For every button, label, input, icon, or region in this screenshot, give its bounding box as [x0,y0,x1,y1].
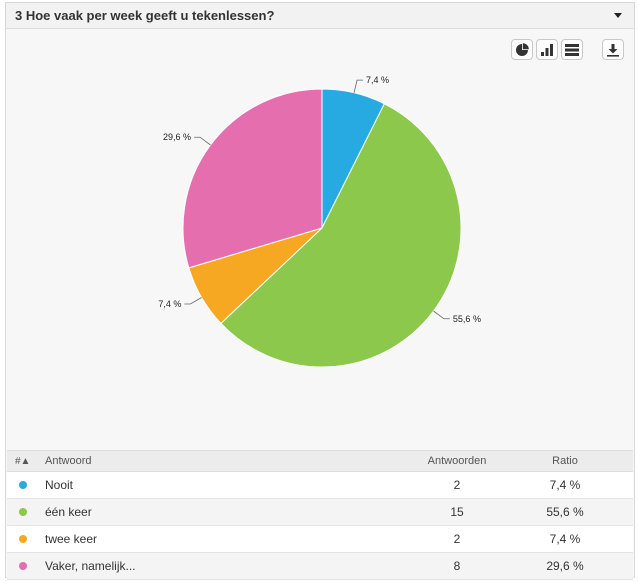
answer-count: 8 [453,559,461,573]
answer-count: 15 [450,505,464,519]
legend-dot-icon [19,481,27,489]
ratio-column-header[interactable]: Ratio [552,455,578,467]
bar-chart-button[interactable] [536,39,558,60]
answer-ratio: 29,6 % [546,559,584,573]
answer-label: Nooit [45,478,74,492]
table-view-button[interactable] [561,39,583,60]
answer-label: twee keer [45,532,98,546]
question-header[interactable]: 3 Hoe vaak per week geeft u tekenlessen? [6,3,634,29]
answer-label: één keer [45,505,92,519]
data-label: 55,6 % [453,314,481,324]
label-connector [353,79,364,93]
data-label: 7,4 % [158,299,181,309]
download-button[interactable] [602,39,624,60]
answer-label: Vaker, namelijk... [45,559,136,573]
answer-column-header[interactable]: Antwoord [45,455,92,467]
table-row[interactable]: Nooit 2 7,4 % [7,472,633,499]
label-connector [184,297,202,305]
pie-slice[interactable] [182,88,323,269]
sort-column-header[interactable]: #▲ [15,455,31,467]
table-view-icon [565,43,579,56]
answer-ratio: 7,4 % [549,478,581,492]
legend-dot-icon [19,562,27,570]
bar-chart-icon [541,43,553,56]
pie-chart: 7,4 % 55,6 % 7,4 % 29,6 % [158,75,481,368]
answer-ratio: 7,4 % [549,532,581,546]
table-row[interactable]: twee keer 2 7,4 % [7,526,633,553]
label-connector [194,136,211,146]
data-label: 29,6 % [163,132,191,142]
table-row[interactable]: Vaker, namelijk... 8 29,6 % [7,553,633,580]
answer-count: 2 [453,532,461,546]
pie-chart-icon [516,42,529,56]
legend-dot-icon [19,535,27,543]
table-header: #▲ Antwoord Antwoorden Ratio [7,450,633,472]
results-table: #▲ Antwoord Antwoorden Ratio Nooit 2 7,4… [7,450,633,580]
legend-dot-icon [19,508,27,516]
download-icon [607,43,619,57]
table-row[interactable]: één keer 15 55,6 % [7,499,633,526]
pie-chart-button[interactable] [511,39,533,60]
answer-ratio: 55,6 % [546,505,584,519]
question-title: 3 Hoe vaak per week geeft u tekenlessen? [15,8,275,23]
answer-count: 2 [453,478,461,492]
label-connector [433,310,450,320]
data-label: 7,4 % [366,75,389,85]
pie-slice[interactable] [220,103,462,368]
question-panel: 3 Hoe vaak per week geeft u tekenlessen? [5,2,635,580]
count-column-header[interactable]: Antwoorden [427,455,487,467]
collapse-caret-icon[interactable] [614,13,622,18]
